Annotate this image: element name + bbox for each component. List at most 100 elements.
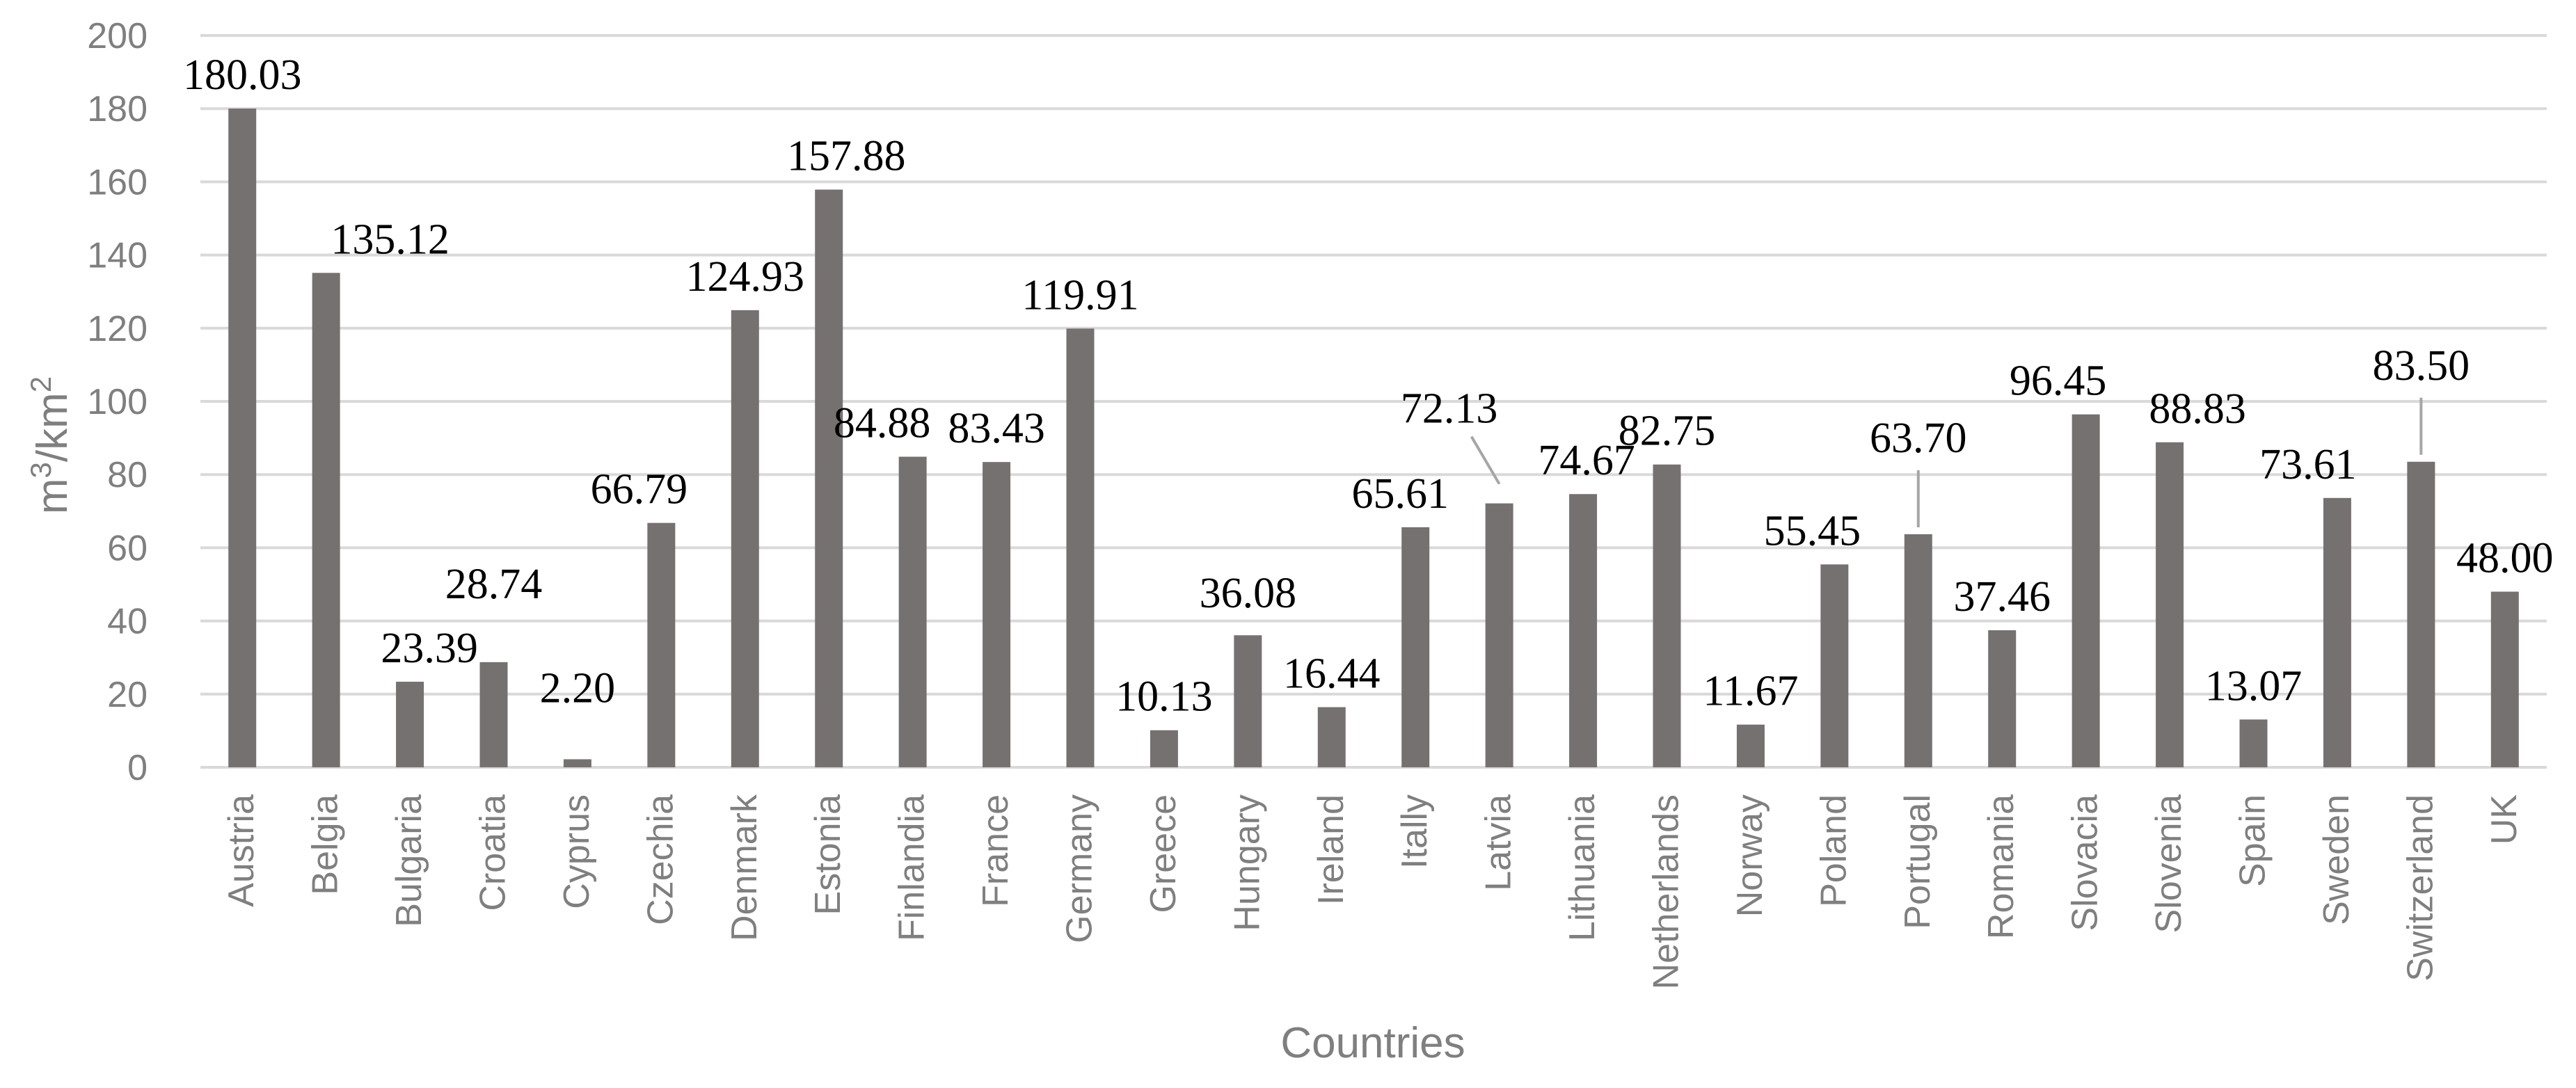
x-tick-label: Slovacia (2065, 794, 2106, 931)
data-label: 135.12 (331, 216, 450, 263)
bar (731, 310, 759, 768)
data-label: 48.00 (2456, 535, 2554, 582)
x-axis-categories: Austria Belgia Bulgaria Croatia Cyprus Czechi… (221, 794, 2525, 989)
bar (647, 522, 676, 767)
data-label: 96.45 (2010, 358, 2107, 405)
bar (2072, 414, 2100, 767)
bar (1317, 707, 1346, 767)
x-tick-label: Greece (1143, 794, 1184, 913)
bar (2323, 497, 2351, 767)
x-tick-label: Denmark (724, 794, 765, 941)
data-label: 82.75 (1619, 408, 1716, 455)
bar (815, 189, 843, 767)
x-tick-label: Itally (1394, 794, 1435, 869)
x-tick-label: Portugal (1898, 794, 1938, 929)
data-labels: 180.03 135.12 23.39 28.74 2.20 66.79 124.93 157… (183, 51, 2554, 721)
y-tick-label: 0 (127, 748, 148, 788)
y-tick-label: 100 (87, 382, 148, 422)
leader-line (1470, 435, 1501, 485)
bar (983, 462, 1011, 767)
x-tick-label: Romania (1981, 794, 2021, 939)
bar (1988, 630, 2017, 767)
x-tick-label: Norway (1730, 794, 1770, 917)
bars (228, 109, 2519, 768)
bar (1150, 730, 1178, 767)
y-tick-label: 160 (87, 162, 148, 202)
bar (1653, 464, 1681, 767)
data-label: 28.74 (445, 561, 543, 608)
data-label: 11.67 (1703, 668, 1798, 715)
data-label: 72.13 (1401, 385, 1498, 433)
bar (1569, 494, 1598, 767)
bar (2407, 461, 2435, 767)
y-tick-label: 20 (107, 675, 148, 715)
bar (1066, 328, 1095, 767)
data-label: 63.70 (1870, 415, 1967, 462)
bar (1904, 534, 1932, 767)
y-tick-label: 140 (87, 236, 148, 276)
x-tick-label: Switzerland (2400, 794, 2440, 982)
data-label: 23.39 (381, 625, 478, 672)
data-label: 37.46 (1953, 573, 2051, 621)
x-tick-label: Slovenia (2149, 794, 2189, 934)
x-tick-label: Poland (1813, 794, 1854, 907)
bar (898, 456, 927, 767)
x-axis-title: Countries (1280, 1019, 1465, 1067)
x-tick-label: Croatia (473, 794, 514, 911)
x-tick-label: Sweden (2316, 794, 2357, 925)
bar (228, 109, 257, 767)
bar (1234, 635, 1262, 767)
bar (2239, 719, 2268, 767)
data-label: 83.43 (948, 405, 1045, 452)
x-tick-label: Austria (221, 794, 262, 907)
bar (312, 273, 340, 767)
data-label: 88.83 (2149, 385, 2246, 433)
x-tick-label: Belgia (305, 794, 346, 895)
bar (1820, 564, 1849, 767)
data-label: 73.61 (2259, 441, 2357, 488)
bar (1485, 503, 1513, 767)
gridlines (200, 34, 2547, 769)
bar (479, 662, 508, 767)
y-tick-label: 80 (107, 455, 148, 495)
y-axis-title: m3/km2 (24, 376, 77, 514)
data-label: 65.61 (1351, 470, 1449, 518)
x-tick-label: Latvia (1479, 794, 1519, 891)
x-tick-label: Finlandia (892, 794, 932, 941)
data-label: 83.50 (2373, 342, 2470, 390)
data-label: 74.67 (1538, 437, 1635, 484)
x-tick-label: Netherlands (1646, 794, 1687, 989)
x-tick-label: Spain (2233, 794, 2273, 887)
data-label: 36.08 (1200, 570, 1297, 617)
x-tick-label: Estonia (808, 794, 848, 915)
x-tick-label: Ireland (1311, 794, 1351, 905)
data-label: 157.88 (787, 133, 906, 180)
data-label: 66.79 (591, 466, 688, 513)
y-tick-label: 200 (87, 16, 148, 56)
y-tick-label: 40 (107, 602, 148, 642)
x-tick-label: UK (2484, 794, 2525, 845)
y-tick-label: 120 (87, 309, 148, 349)
bar (2490, 591, 2519, 767)
x-tick-label: Hungary (1227, 794, 1267, 931)
data-label: 16.44 (1283, 650, 1381, 698)
data-label: 55.45 (1764, 507, 1861, 554)
data-label: 13.07 (2205, 662, 2303, 710)
bar (563, 759, 591, 767)
x-tick-label: Lithuania (1562, 794, 1603, 941)
x-tick-label: Germany (1060, 794, 1100, 943)
x-tick-label: Czechia (640, 794, 681, 925)
x-tick-label: France (976, 794, 1016, 907)
y-axis-ticks: 0 20 40 60 80 100 120 140 160 180 200 (87, 16, 148, 788)
label-leader-lines (1470, 397, 2423, 527)
bar (1736, 724, 1765, 767)
bar (396, 681, 424, 767)
x-tick-label: Cyprus (557, 794, 597, 909)
y-tick-label: 180 (87, 89, 148, 129)
data-label: 119.91 (1021, 271, 1138, 319)
data-label: 10.13 (1115, 673, 1213, 721)
data-label: 84.88 (834, 400, 931, 447)
data-label: 124.93 (686, 253, 805, 301)
data-label: 180.03 (183, 51, 302, 99)
